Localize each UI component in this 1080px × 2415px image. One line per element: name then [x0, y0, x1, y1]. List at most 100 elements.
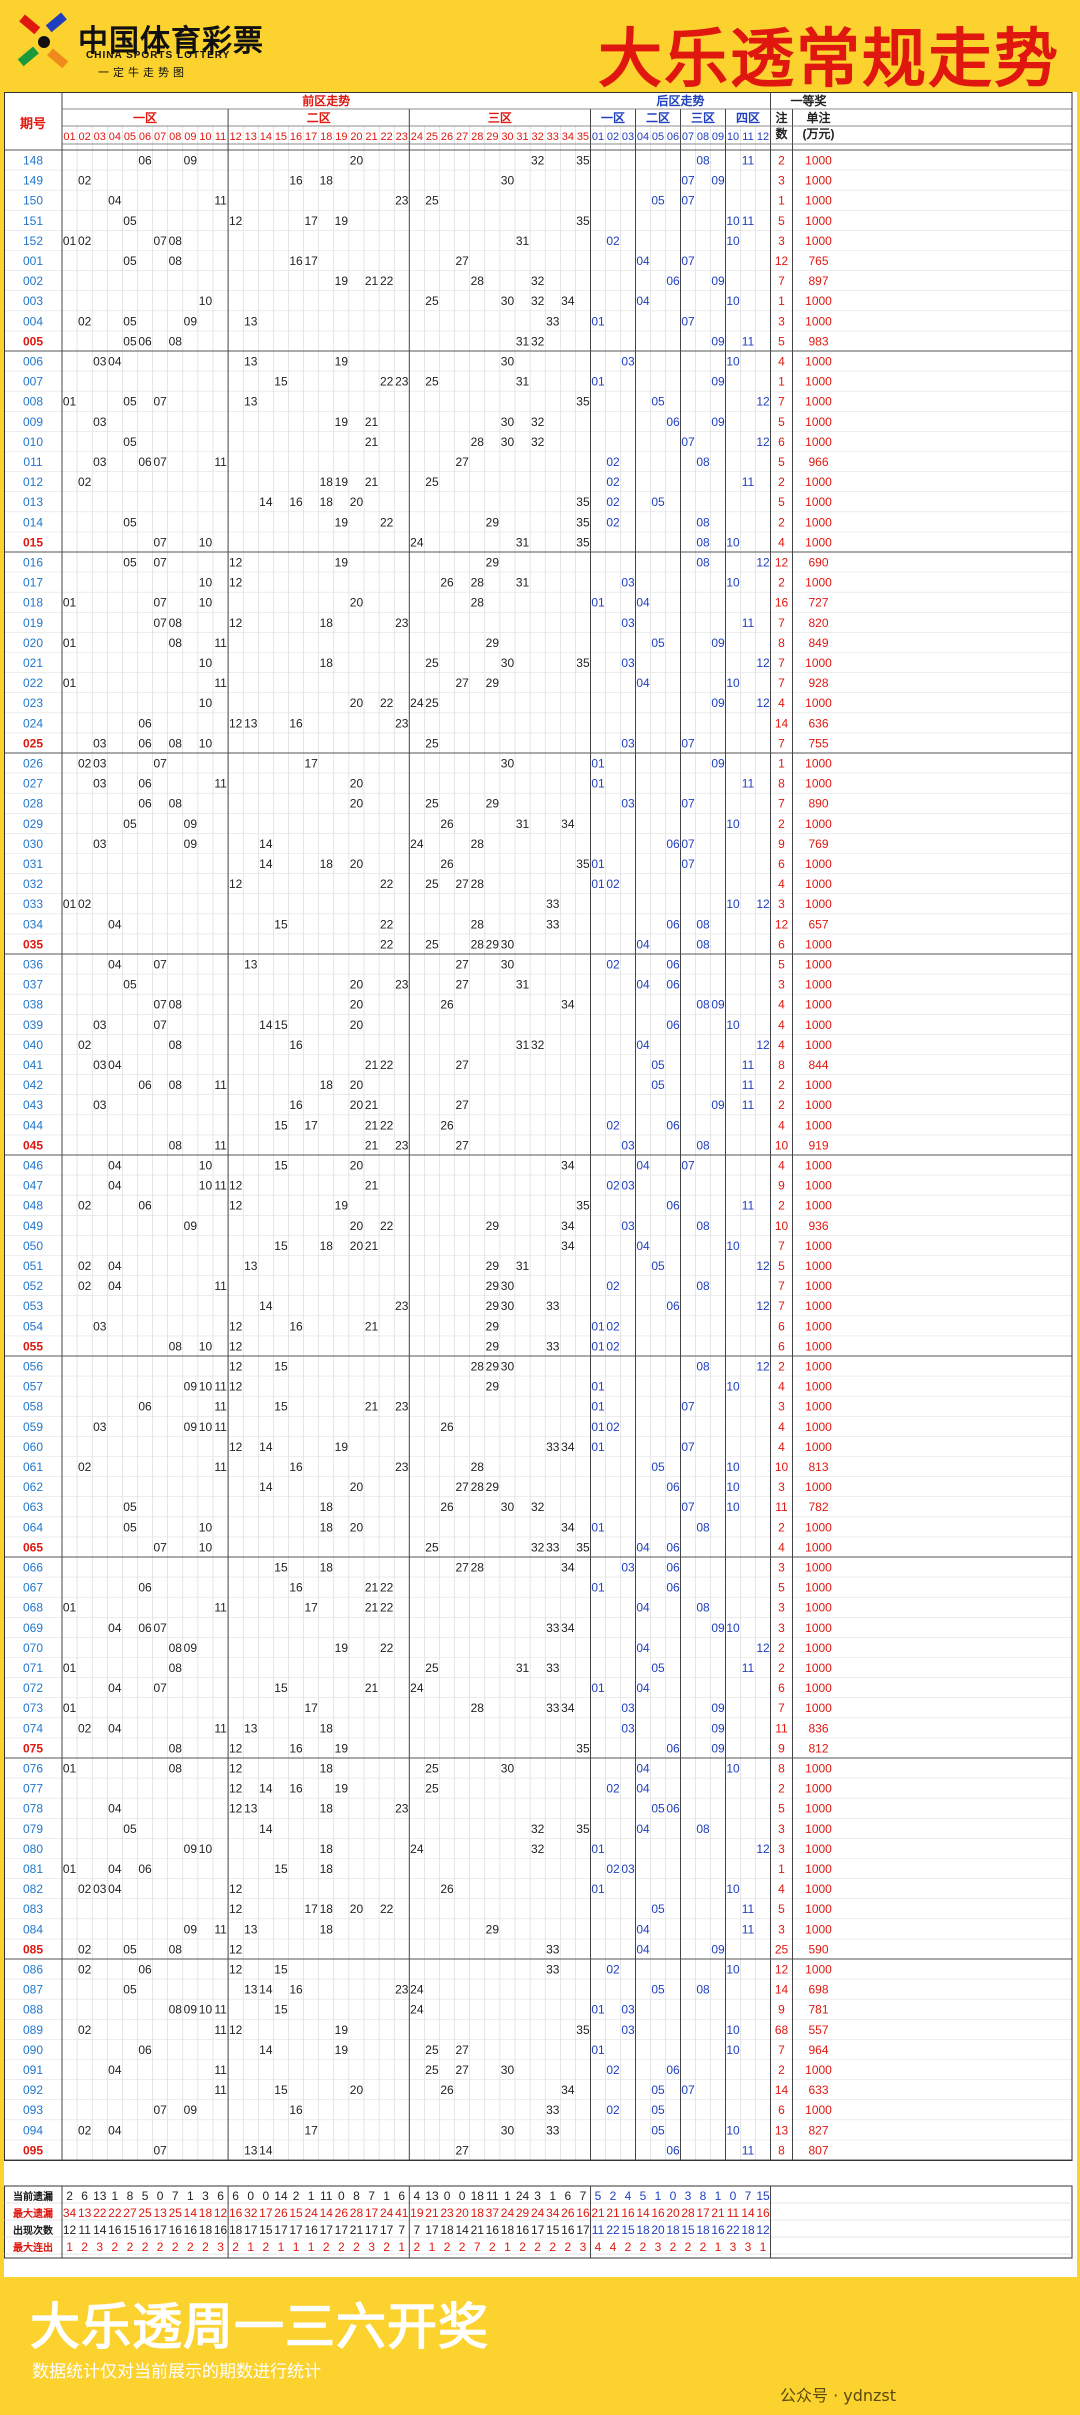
front-ball: 07 — [153, 616, 167, 630]
front-number-header: 05 — [124, 131, 136, 143]
issue-number: 091 — [23, 2063, 43, 2077]
front-ball: 04 — [108, 355, 122, 369]
front-ball: 25 — [425, 2063, 439, 2077]
back-ball: 06 — [666, 1018, 680, 1032]
front-ball: 27 — [455, 676, 469, 690]
stats-front-value: 41 — [395, 2206, 409, 2220]
front-ball: 05 — [123, 978, 137, 992]
winner-count: 4 — [778, 1380, 785, 1394]
back-ball: 07 — [681, 1400, 695, 1414]
front-ball: 02 — [78, 757, 92, 771]
front-ball: 08 — [169, 616, 183, 630]
stats-back-value: 2 — [670, 2240, 677, 2254]
prize-amount: 1000 — [805, 1339, 832, 1353]
front-ball: 21 — [365, 1400, 379, 1414]
winner-count: 8 — [778, 1762, 785, 1776]
back-ball: 01 — [591, 1339, 605, 1353]
front-ball: 31 — [516, 1038, 530, 1052]
front-ball: 35 — [576, 656, 590, 670]
front-ball: 26 — [440, 2083, 454, 2097]
trend-chart: 前区走势 后区走势 一等奖 期号 一区 二区 三区 一区 二区 三区 四区注数单注 (万元) 01 02 0… — [4, 92, 1077, 2277]
front-ball: 11 — [214, 1922, 227, 1936]
stats-front-value: 3 — [580, 2240, 587, 2254]
front-ball: 27 — [455, 254, 469, 268]
front-ball: 32 — [531, 415, 545, 429]
stats-back-value: 2 — [610, 2189, 617, 2203]
stats-front-value: 1 — [308, 2240, 315, 2254]
back-ball: 03 — [621, 616, 635, 630]
front-ball: 22 — [380, 1641, 394, 1655]
issue-number: 021 — [23, 656, 43, 670]
front-ball: 16 — [289, 495, 303, 509]
winner-count: 3 — [778, 1621, 785, 1635]
issue-number: 001 — [23, 254, 43, 268]
prize-amount: 890 — [808, 797, 828, 811]
back-area-header: 后区走势 — [656, 93, 704, 108]
front-number-header: 08 — [169, 131, 181, 143]
front-ball: 07 — [153, 1018, 167, 1032]
back-ball: 05 — [651, 395, 665, 409]
issue-number: 151 — [23, 214, 43, 228]
front-ball: 09 — [184, 314, 198, 328]
front-ball: 21 — [365, 1098, 379, 1112]
front-ball: 04 — [108, 2063, 122, 2077]
stats-front-value: 16 — [516, 2223, 530, 2237]
back-ball: 01 — [591, 2003, 605, 2017]
prize-amount: 1000 — [805, 1440, 832, 1454]
winner-count: 3 — [778, 174, 785, 188]
front-ball: 30 — [501, 294, 515, 308]
front-number-header: 19 — [335, 131, 347, 143]
prize-amount: 1000 — [805, 1782, 832, 1796]
front-ball: 07 — [153, 455, 167, 469]
front-ball: 11 — [214, 2083, 227, 2097]
stats-front-value: 14 — [184, 2206, 198, 2220]
front-ball: 03 — [93, 837, 107, 851]
back-ball: 05 — [651, 2103, 665, 2117]
front-ball: 08 — [169, 254, 183, 268]
front-ball: 05 — [123, 395, 137, 409]
stats-front-value: 1 — [504, 2189, 511, 2203]
prize-amount: 1000 — [805, 1199, 832, 1213]
front-ball: 33 — [546, 2103, 560, 2117]
lottery-logo-icon — [17, 12, 69, 69]
front-ball: 05 — [123, 1983, 137, 1997]
winner-count: 6 — [778, 1339, 785, 1353]
back-ball: 07 — [681, 254, 695, 268]
front-ball: 19 — [335, 2023, 349, 2037]
back-ball: 04 — [636, 1822, 650, 1836]
front-ball: 24 — [410, 2003, 424, 2017]
back-ball: 04 — [636, 1038, 650, 1052]
front-ball: 04 — [108, 1058, 122, 1072]
front-ball: 34 — [561, 1701, 575, 1715]
winner-count: 7 — [778, 1701, 785, 1715]
back-ball: 04 — [636, 1942, 650, 1956]
back-ball: 06 — [666, 2063, 680, 2077]
back-ball: 04 — [636, 937, 650, 951]
front-ball: 11 — [214, 2023, 227, 2037]
front-ball: 25 — [425, 475, 439, 489]
front-ball: 13 — [244, 1259, 258, 1273]
issue-number: 083 — [23, 1902, 43, 1916]
front-ball: 28 — [471, 937, 485, 951]
stats-front-value: 1 — [383, 2189, 390, 2203]
back-ball: 08 — [696, 154, 710, 168]
back-ball: 12 — [756, 656, 770, 670]
front-ball: 06 — [138, 2043, 152, 2057]
winner-count: 2 — [778, 576, 785, 590]
issue-number: 025 — [23, 736, 43, 750]
stats-front-value: 26 — [335, 2206, 349, 2220]
prize-amount: 1000 — [805, 1239, 832, 1253]
winner-count: 4 — [778, 1038, 785, 1052]
front-ball: 21 — [365, 1581, 379, 1595]
issue-number: 042 — [23, 1078, 43, 1092]
prize-amount: 1000 — [805, 1400, 832, 1414]
stats-front-value: 16 — [304, 2223, 318, 2237]
front-number-header: 24 — [411, 131, 423, 143]
front-ball: 32 — [531, 154, 545, 168]
stats-back-value: 17 — [696, 2206, 710, 2220]
front-ball: 09 — [184, 154, 198, 168]
front-ball: 19 — [335, 214, 349, 228]
back-ball: 03 — [621, 1862, 635, 1876]
stats-front-value: 21 — [471, 2223, 485, 2237]
front-ball: 15 — [274, 1239, 288, 1253]
